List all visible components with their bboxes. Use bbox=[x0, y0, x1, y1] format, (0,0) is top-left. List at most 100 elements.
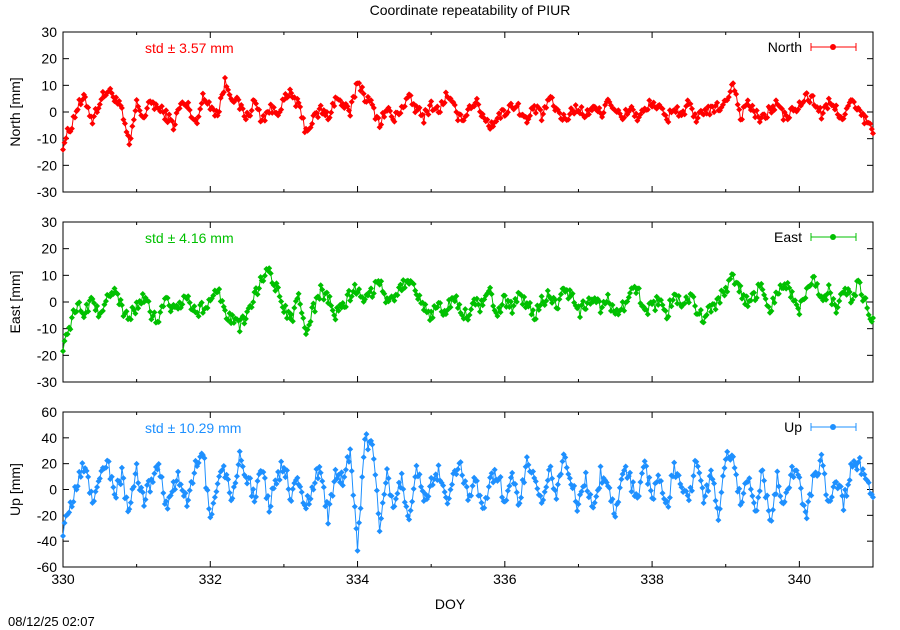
east-data-point bbox=[825, 281, 832, 288]
north-data-point bbox=[89, 120, 96, 127]
east-data-point bbox=[786, 284, 793, 291]
east-data-point bbox=[164, 294, 171, 301]
north-data-point bbox=[381, 113, 388, 120]
up-data-point bbox=[154, 466, 161, 473]
east-data-point bbox=[401, 284, 408, 291]
up-data-point bbox=[113, 494, 120, 501]
east-series-line bbox=[62, 266, 874, 352]
up-data-point bbox=[195, 459, 202, 466]
up-data-point bbox=[777, 493, 784, 500]
east-data-point bbox=[456, 301, 463, 308]
up-data-point bbox=[175, 468, 182, 475]
up-data-point bbox=[130, 483, 137, 490]
east-data-point bbox=[157, 309, 164, 316]
up-data-point bbox=[254, 477, 261, 484]
up-data-point bbox=[663, 498, 670, 505]
up-data-point bbox=[444, 500, 451, 507]
up-data-point bbox=[395, 479, 402, 486]
north-data-point bbox=[419, 111, 426, 118]
up-data-point bbox=[718, 489, 725, 496]
up-data-point bbox=[394, 490, 401, 497]
east-data-point bbox=[669, 296, 676, 303]
up-data-point bbox=[298, 489, 305, 496]
up-data-point bbox=[339, 482, 346, 489]
north-data-point bbox=[82, 93, 89, 100]
up-data-point bbox=[158, 474, 165, 481]
up-data-point bbox=[429, 481, 436, 488]
up-data-point bbox=[74, 483, 81, 490]
east-data-point bbox=[580, 298, 587, 305]
east-data-point bbox=[501, 292, 508, 299]
up-data-point bbox=[719, 472, 726, 479]
north-data-point bbox=[252, 100, 259, 107]
x-tick-label: 338 bbox=[640, 571, 664, 587]
north-data-point bbox=[870, 130, 876, 137]
north-data-point bbox=[331, 102, 338, 109]
up-data-point bbox=[715, 517, 722, 524]
north-data-point bbox=[345, 107, 352, 114]
up-data-point bbox=[226, 489, 233, 496]
east-data-point bbox=[532, 316, 539, 323]
east-data-point bbox=[76, 299, 83, 306]
up-data-point bbox=[278, 458, 285, 465]
north-data-point bbox=[441, 99, 448, 106]
east-data-point bbox=[526, 299, 533, 306]
up-data-point bbox=[307, 495, 314, 502]
up-data-point bbox=[375, 510, 382, 517]
up-data-point bbox=[183, 503, 190, 510]
up-data-point bbox=[699, 484, 706, 491]
east-data-point bbox=[507, 298, 514, 305]
east-data-point bbox=[685, 299, 692, 306]
north-data-point bbox=[665, 118, 672, 125]
east-data-point bbox=[295, 290, 302, 297]
up-y-tick-label: 40 bbox=[41, 430, 57, 446]
east-data-point bbox=[758, 280, 765, 287]
east-data-point bbox=[519, 301, 526, 308]
up-data-point bbox=[220, 463, 227, 470]
up-data-point bbox=[786, 484, 793, 491]
north-data-point bbox=[749, 102, 756, 109]
up-data-point bbox=[407, 507, 414, 514]
up-data-point bbox=[512, 481, 519, 488]
east-data-point bbox=[625, 294, 632, 301]
up-data-point bbox=[388, 492, 395, 499]
up-data-point bbox=[532, 478, 539, 485]
east-data-point bbox=[543, 297, 550, 304]
up-data-point bbox=[79, 460, 86, 467]
east-data-point bbox=[488, 291, 495, 298]
north-data-point bbox=[387, 108, 394, 115]
north-data-point bbox=[714, 99, 721, 106]
east-data-point bbox=[381, 290, 388, 297]
east-y-tick-label: 10 bbox=[41, 267, 57, 283]
east-data-point bbox=[549, 299, 556, 306]
up-data-point bbox=[216, 473, 223, 480]
east-data-point bbox=[659, 302, 666, 309]
up-data-point bbox=[755, 494, 762, 501]
up-data-point bbox=[559, 458, 566, 465]
east-data-point bbox=[267, 270, 274, 277]
north-data-point bbox=[256, 106, 263, 113]
east-data-point bbox=[236, 328, 243, 335]
east-data-point bbox=[280, 309, 287, 316]
up-data-point bbox=[808, 492, 815, 499]
east-data-point bbox=[118, 302, 125, 309]
east-data-point bbox=[510, 302, 517, 309]
east-data-point bbox=[272, 287, 279, 294]
north-data-point bbox=[74, 106, 81, 113]
up-data-point bbox=[117, 481, 124, 488]
up-data-point bbox=[344, 454, 351, 461]
north-data-point bbox=[391, 118, 398, 125]
east-data-point bbox=[703, 311, 710, 318]
up-data-point bbox=[823, 491, 830, 498]
up-data-point bbox=[703, 482, 710, 489]
up-data-point bbox=[147, 488, 154, 495]
north-data-point bbox=[314, 114, 321, 121]
north-data-point bbox=[497, 115, 504, 122]
north-data-point bbox=[99, 88, 106, 95]
north-y-tick-label: -20 bbox=[37, 157, 57, 173]
up-data-point bbox=[523, 454, 530, 461]
east-data-point bbox=[487, 284, 494, 291]
up-data-point bbox=[282, 474, 289, 481]
north-data-point bbox=[225, 86, 232, 93]
north-data-point bbox=[68, 125, 75, 132]
